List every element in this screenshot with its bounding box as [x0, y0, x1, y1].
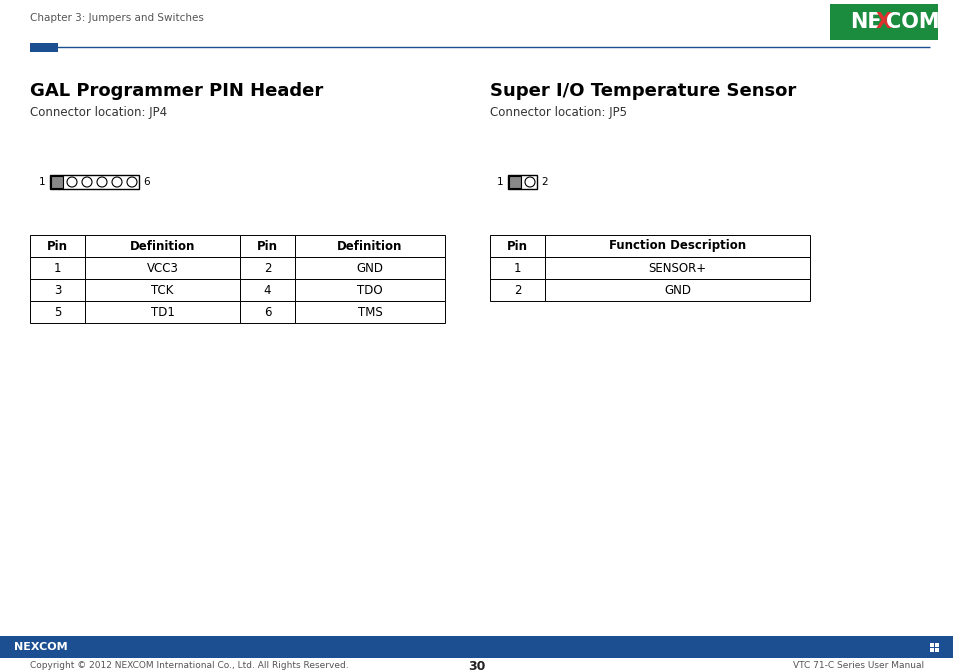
Text: 1: 1: [38, 177, 45, 187]
Bar: [929, 643, 933, 647]
Text: 6: 6: [263, 306, 271, 319]
Circle shape: [112, 177, 122, 187]
Bar: [934, 643, 938, 647]
Text: Function Description: Function Description: [608, 239, 745, 253]
Text: 4: 4: [263, 284, 271, 296]
Text: Super I/O Temperature Sensor: Super I/O Temperature Sensor: [490, 82, 796, 100]
Text: 3: 3: [53, 284, 61, 296]
Circle shape: [67, 177, 77, 187]
Text: 1: 1: [514, 261, 520, 274]
Bar: [240, 235, 294, 257]
Text: Pin: Pin: [256, 239, 277, 253]
Bar: [240, 257, 294, 279]
Text: Pin: Pin: [506, 239, 527, 253]
Text: 1: 1: [496, 177, 502, 187]
Text: SENSOR+: SENSOR+: [648, 261, 706, 274]
Bar: [490, 235, 544, 257]
Bar: [30, 42, 58, 52]
Text: 5: 5: [53, 306, 61, 319]
Bar: [490, 257, 544, 279]
Bar: [30, 279, 85, 301]
Text: Connector location: JP4: Connector location: JP4: [30, 106, 167, 119]
Circle shape: [82, 177, 91, 187]
Bar: [240, 301, 294, 323]
Text: TMS: TMS: [357, 306, 382, 319]
Text: VCC3: VCC3: [147, 261, 178, 274]
Text: Connector location: JP5: Connector location: JP5: [490, 106, 626, 119]
Bar: [85, 279, 240, 301]
Bar: [544, 235, 809, 257]
Text: TCK: TCK: [152, 284, 173, 296]
Text: 30: 30: [468, 659, 485, 672]
Circle shape: [97, 177, 107, 187]
Text: 2: 2: [514, 284, 520, 296]
Text: Definition: Definition: [130, 239, 195, 253]
Text: GAL Programmer PIN Header: GAL Programmer PIN Header: [30, 82, 323, 100]
Text: VTC 71-C Series User Manual: VTC 71-C Series User Manual: [792, 661, 923, 671]
Bar: [85, 257, 240, 279]
Text: 2: 2: [263, 261, 271, 274]
Bar: [507, 175, 537, 189]
Circle shape: [127, 177, 137, 187]
Bar: [544, 257, 809, 279]
Bar: [30, 257, 85, 279]
Text: TD1: TD1: [151, 306, 174, 319]
Text: GND: GND: [356, 261, 383, 274]
Text: 6: 6: [143, 177, 150, 187]
Bar: [934, 648, 938, 652]
Bar: [294, 301, 444, 323]
Bar: [0, 636, 953, 658]
Bar: [294, 235, 444, 257]
Text: 1: 1: [53, 261, 61, 274]
Bar: [240, 279, 294, 301]
Bar: [294, 279, 444, 301]
Bar: [30, 235, 85, 257]
Bar: [30, 301, 85, 323]
Bar: [294, 257, 444, 279]
Text: Copyright © 2012 NEXCOM International Co., Ltd. All Rights Reserved.: Copyright © 2012 NEXCOM International Co…: [30, 661, 348, 671]
Bar: [929, 648, 933, 652]
Text: NE: NE: [849, 12, 882, 32]
Bar: [829, 4, 937, 40]
Circle shape: [524, 177, 535, 187]
Text: Chapter 3: Jumpers and Switches: Chapter 3: Jumpers and Switches: [30, 13, 204, 23]
Bar: [544, 279, 809, 301]
Bar: [490, 279, 544, 301]
Text: NEXCOM: NEXCOM: [14, 642, 68, 652]
Text: 2: 2: [540, 177, 547, 187]
Bar: [509, 176, 520, 188]
Text: COM: COM: [885, 12, 939, 32]
Text: Definition: Definition: [337, 239, 402, 253]
Bar: [85, 235, 240, 257]
Bar: [85, 301, 240, 323]
Text: TDO: TDO: [356, 284, 382, 296]
Text: Pin: Pin: [47, 239, 68, 253]
Bar: [51, 176, 63, 188]
Text: GND: GND: [663, 284, 690, 296]
Text: X: X: [875, 12, 891, 32]
Bar: [50, 175, 139, 189]
